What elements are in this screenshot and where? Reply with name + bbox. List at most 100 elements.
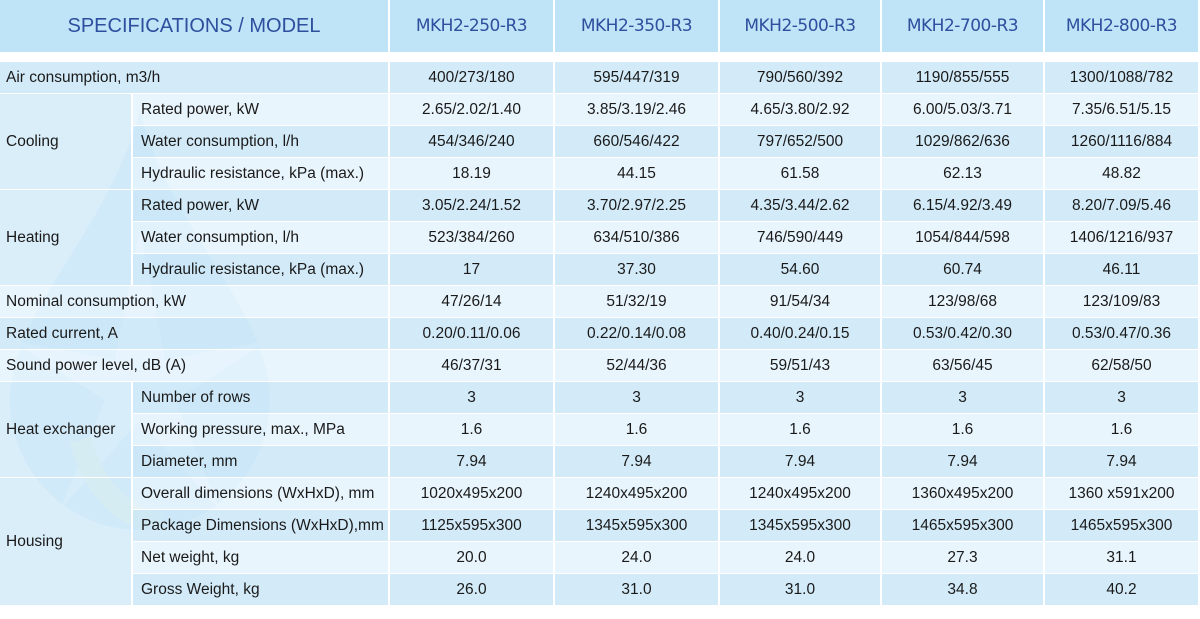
value-cell: 31.0	[555, 574, 720, 606]
value-cell: 47/26/14	[390, 286, 555, 318]
value-cell: 1345x595x300	[720, 510, 882, 542]
table-row: Sound power level, dB (A) 46/37/31 52/44/3…	[0, 350, 1200, 382]
value-cell: 7.94	[555, 446, 720, 478]
table-row: Diameter, mm 7.94 7.94 7.94 7.94 7.94	[0, 446, 1200, 478]
value-cell: 123/98/68	[882, 286, 1045, 318]
value-cell: 2.65/2.02/1.40	[390, 94, 555, 126]
model-header: MKH2-350-R3	[555, 0, 720, 52]
value-cell: 0.53/0.42/0.30	[882, 318, 1045, 350]
value-cell: 27.3	[882, 542, 1045, 574]
value-cell: 1360 x591x200	[1045, 478, 1200, 510]
row-label: Water consumption, l/h	[133, 222, 390, 254]
model-header: MKH2-500-R3	[720, 0, 882, 52]
value-cell: 7.94	[390, 446, 555, 478]
value-cell: 31.1	[1045, 542, 1200, 574]
value-cell: 1.6	[882, 414, 1045, 446]
value-cell: 7.94	[882, 446, 1045, 478]
value-cell: 595/447/319	[555, 62, 720, 94]
table-row: Water consumption, l/h 523/384/260 634/510…	[0, 222, 1200, 254]
table-row: Rated current, A 0.20/0.11/0.06 0.22/0.14/…	[0, 318, 1200, 350]
value-cell: 59/51/43	[720, 350, 882, 382]
value-cell: 3.05/2.24/1.52	[390, 190, 555, 222]
spec-model-header: SPECIFICATIONS / MODEL	[0, 0, 390, 52]
value-cell: 660/546/422	[555, 126, 720, 158]
value-cell: 24.0	[720, 542, 882, 574]
value-cell: 17	[390, 254, 555, 286]
value-cell: 3.85/3.19/2.46	[555, 94, 720, 126]
table-row: Hydraulic resistance, kPa (max.) 17 37.30 5…	[0, 254, 1200, 286]
value-cell: 1125x595x300	[390, 510, 555, 542]
row-label: Hydraulic resistance, kPa (max.)	[133, 254, 390, 286]
value-cell: 46.11	[1045, 254, 1200, 286]
value-cell: 31.0	[720, 574, 882, 606]
table-row: Gross Weight, kg 26.0 31.0 31.0 34.8 40.2	[0, 574, 1200, 606]
value-cell: 746/590/449	[720, 222, 882, 254]
value-cell: 34.8	[882, 574, 1045, 606]
value-cell: 3	[555, 382, 720, 414]
spacer	[0, 52, 1200, 62]
table-row: Heating Rated power, kW 3.05/2.24/1.52 3.70…	[0, 190, 1200, 286]
table-row: Net weight, kg 20.0 24.0 24.0 27.3 31.1	[0, 542, 1200, 574]
value-cell: 24.0	[555, 542, 720, 574]
value-cell: 7.94	[1045, 446, 1200, 478]
table-row: Nominal consumption, kW 47/26/14 51/32/19 9…	[0, 286, 1200, 318]
table-row: Package Dimensions (WxHxD),mm 1125x595x30…	[0, 510, 1200, 542]
value-cell: 1020x495x200	[390, 478, 555, 510]
value-cell: 62.13	[882, 158, 1045, 190]
value-cell: 1406/1216/937	[1045, 222, 1200, 254]
row-label: Package Dimensions (WxHxD),mm	[133, 510, 390, 542]
table-row: Heat exchanger Number of rows 3 3 3 3 3	[0, 382, 1200, 478]
value-cell: 60.74	[882, 254, 1045, 286]
value-cell: 3.70/2.97/2.25	[555, 190, 720, 222]
group-label: Cooling	[0, 94, 133, 190]
row-label: Hydraulic resistance, kPa (max.)	[133, 158, 390, 190]
specifications-table: SPECIFICATIONS / MODEL MKH2-250-R3 MKH2-…	[0, 0, 1200, 606]
row-label: Working pressure, max., MPa	[133, 414, 390, 446]
row-label: Rated current, A	[0, 318, 390, 350]
value-cell: 1029/862/636	[882, 126, 1045, 158]
group-label: Heating	[0, 190, 133, 286]
value-cell: 4.35/3.44/2.62	[720, 190, 882, 222]
value-cell: 523/384/260	[390, 222, 555, 254]
value-cell: 1240x495x200	[555, 478, 720, 510]
value-cell: 52/44/36	[555, 350, 720, 382]
value-cell: 26.0	[390, 574, 555, 606]
table-row: Working pressure, max., MPa 1.6 1.6 1.6 1.6 1…	[0, 414, 1200, 446]
value-cell: 91/54/34	[720, 286, 882, 318]
value-cell: 3	[720, 382, 882, 414]
value-cell: 8.20/7.09/5.46	[1045, 190, 1200, 222]
value-cell: 61.58	[720, 158, 882, 190]
row-label: Nominal consumption, kW	[0, 286, 390, 318]
value-cell: 1.6	[555, 414, 720, 446]
value-cell: 7.94	[720, 446, 882, 478]
value-cell: 0.20/0.11/0.06	[390, 318, 555, 350]
value-cell: 44.15	[555, 158, 720, 190]
value-cell: 0.53/0.47/0.36	[1045, 318, 1200, 350]
value-cell: 634/510/386	[555, 222, 720, 254]
table-row: Housing Overall dimensions (WxHxD), mm 102…	[0, 478, 1200, 606]
model-header: MKH2-700-R3	[882, 0, 1045, 52]
header-row: SPECIFICATIONS / MODEL MKH2-250-R3 MKH2-…	[0, 0, 1200, 52]
value-cell: 7.35/6.51/5.15	[1045, 94, 1200, 126]
group-label: Housing	[0, 478, 133, 606]
row-label: Air consumption, m3/h	[0, 62, 390, 94]
value-cell: 3	[882, 382, 1045, 414]
value-cell: 400/273/180	[390, 62, 555, 94]
value-cell: 454/346/240	[390, 126, 555, 158]
value-cell: 6.00/5.03/3.71	[882, 94, 1045, 126]
spacer-row	[0, 52, 1200, 62]
value-cell: 1.6	[1045, 414, 1200, 446]
value-cell: 63/56/45	[882, 350, 1045, 382]
value-cell: 40.2	[1045, 574, 1200, 606]
row-label: Overall dimensions (WxHxD), mm	[133, 478, 390, 510]
group-label: Heat exchanger	[0, 382, 133, 478]
value-cell: 6.15/4.92/3.49	[882, 190, 1045, 222]
row-label: Rated power, kW	[133, 94, 390, 126]
model-header: MKH2-800-R3	[1045, 0, 1200, 52]
value-cell: 18.19	[390, 158, 555, 190]
table-row: Hydraulic resistance, kPa (max.) 18.19 44.…	[0, 158, 1200, 190]
value-cell: 20.0	[390, 542, 555, 574]
table-row: Cooling Rated power, kW 2.65/2.02/1.40 3.85…	[0, 94, 1200, 190]
table-row: Air consumption, m3/h 400/273/180 595/447/…	[0, 62, 1200, 94]
value-cell: 62/58/50	[1045, 350, 1200, 382]
